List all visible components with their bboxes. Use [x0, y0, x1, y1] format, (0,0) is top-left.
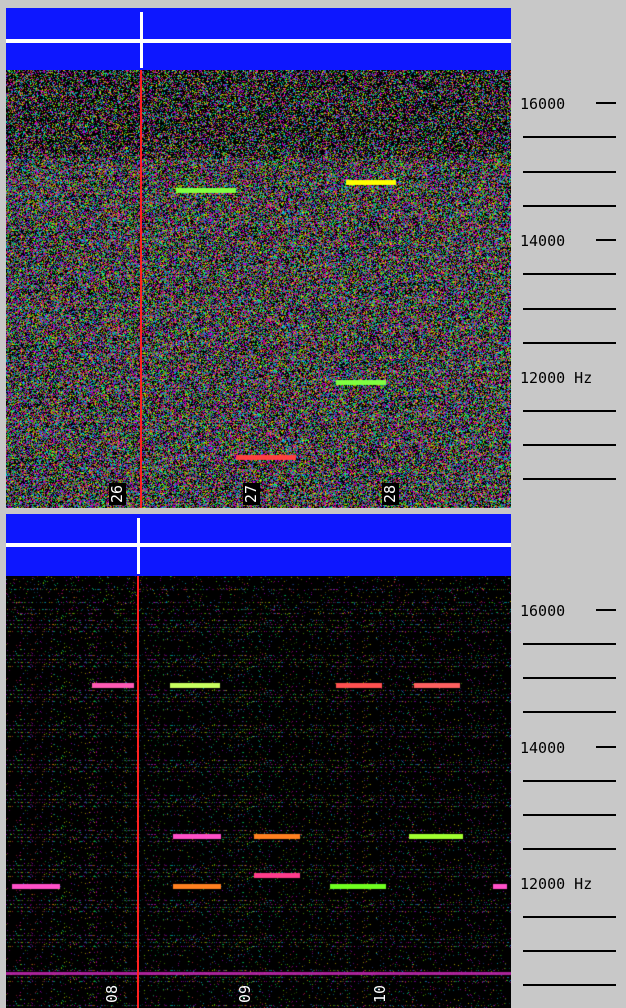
scale-tick	[523, 136, 616, 138]
bottom-frequency-scale: 16000 14000 12000 Hz	[511, 514, 626, 1008]
freq-label-12000: 12000 Hz	[520, 369, 593, 387]
top-cursor-marker[interactable]	[140, 12, 143, 68]
time-label: 28	[381, 482, 399, 505]
scale-tick	[523, 643, 616, 645]
time-label: 26	[108, 482, 126, 505]
scale-tick	[523, 916, 616, 918]
scale-tick	[523, 984, 616, 986]
scale-tick	[523, 478, 616, 480]
scale-tick	[523, 711, 616, 713]
freq-label-14000: 14000	[520, 739, 566, 757]
scale-tick	[523, 444, 616, 446]
top-waterfall-noisy	[6, 70, 511, 508]
time-label: 10	[371, 984, 389, 1003]
top-spectrogram-view[interactable]: 26 27 28	[6, 8, 511, 508]
scale-tick	[523, 205, 616, 207]
freq-label-12000: 12000 Hz	[520, 875, 593, 893]
bottom-signal-trace	[6, 543, 511, 547]
top-signal-trace	[6, 39, 511, 43]
scale-tick	[596, 609, 616, 611]
top-signal-strip	[6, 8, 511, 70]
scale-tick	[523, 273, 616, 275]
time-label: 27	[242, 482, 260, 505]
scale-tick	[523, 848, 616, 850]
scale-tick	[596, 746, 616, 748]
scale-tick	[523, 950, 616, 952]
scale-tick	[523, 308, 616, 310]
scale-tick	[596, 102, 616, 104]
scale-tick	[523, 677, 616, 679]
scale-tick	[523, 342, 616, 344]
scale-tick	[523, 814, 616, 816]
time-label: 09	[236, 984, 254, 1003]
freq-label-16000: 16000	[520, 95, 566, 113]
bottom-cursor-line[interactable]	[137, 576, 139, 1008]
freq-label-16000: 16000	[520, 602, 566, 620]
bottom-spectrogram-panel: 08 09 10 16000 14000 12000 Hz	[0, 514, 626, 1008]
scale-tick	[523, 171, 616, 173]
bottom-signal-strip	[6, 514, 511, 576]
bottom-waterfall-filtered	[6, 576, 511, 1008]
scale-tick	[596, 239, 616, 241]
scale-tick	[523, 780, 616, 782]
scale-tick	[523, 410, 616, 412]
top-cursor-line[interactable]	[140, 70, 142, 508]
bottom-cursor-marker[interactable]	[137, 518, 140, 574]
bottom-spectrogram-view[interactable]: 08 09 10	[6, 514, 511, 1008]
freq-label-14000: 14000	[520, 232, 566, 250]
time-label: 08	[103, 984, 121, 1003]
top-spectrogram-panel: 26 27 28 16000 14000 12000 Hz	[0, 8, 626, 508]
top-frequency-scale: 16000 14000 12000 Hz	[511, 8, 626, 508]
